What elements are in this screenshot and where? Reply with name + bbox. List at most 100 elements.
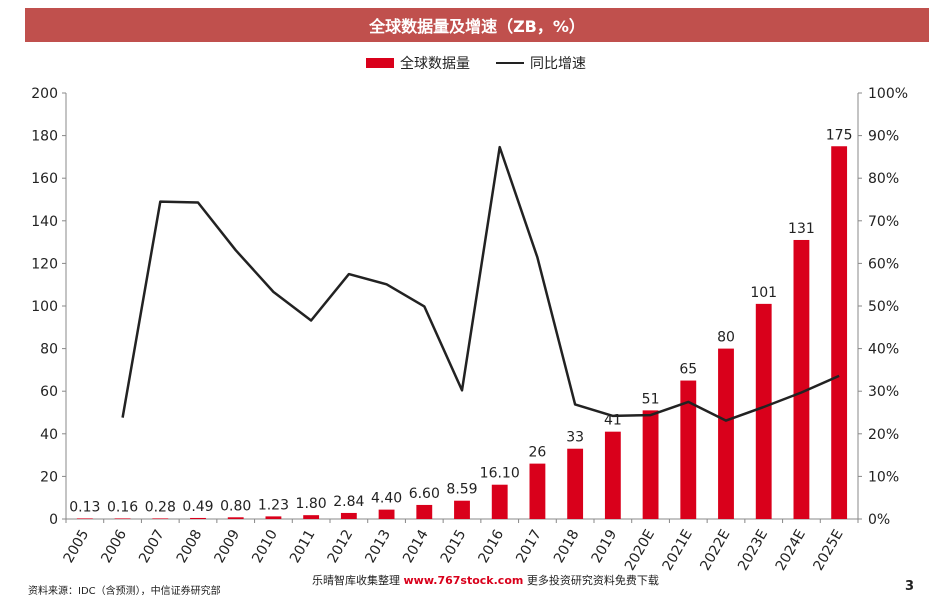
left-tick-label: 160 — [31, 171, 58, 187]
x-tick-label: 2014 — [400, 527, 432, 566]
watermark-prefix: 乐晴智库收集整理 — [312, 574, 404, 587]
bar-value-label: 0.16 — [107, 500, 138, 516]
left-tick-label: 20 — [40, 469, 58, 485]
left-tick-label: 80 — [40, 342, 58, 358]
left-tick-label: 100 — [31, 299, 58, 315]
watermark-suffix: 更多投资研究资料免费下载 — [523, 574, 659, 587]
bar-value-label: 131 — [788, 221, 815, 237]
bar-value-label: 0.28 — [145, 499, 176, 515]
x-tick-label: 2021E — [660, 527, 696, 574]
bar-value-label: 1.80 — [296, 496, 327, 512]
bar-value-label: 4.40 — [371, 491, 402, 507]
x-tick-label: 2019 — [589, 527, 621, 566]
legend-line-label: 同比增速 — [530, 56, 586, 72]
x-tick-label: 2016 — [476, 527, 508, 566]
right-tick-label: 40% — [868, 342, 899, 358]
bar — [491, 484, 508, 519]
x-tick-label: 2025E — [811, 527, 847, 574]
bar-value-label: 0.80 — [220, 498, 251, 514]
x-tick-label: 2005 — [61, 527, 93, 566]
bar — [567, 448, 584, 519]
right-tick-label: 0% — [868, 512, 890, 528]
bar — [265, 516, 282, 519]
bar-value-label: 51 — [642, 391, 660, 407]
bar — [76, 518, 93, 519]
bar — [190, 517, 206, 519]
x-tick-label: 2006 — [98, 527, 130, 566]
x-tick-label: 2013 — [362, 527, 394, 566]
bar — [340, 512, 357, 519]
bar — [114, 518, 131, 519]
bar — [642, 410, 659, 519]
bar-value-label: 2.84 — [333, 494, 364, 510]
bar-value-label: 33 — [566, 430, 584, 446]
watermark: 乐晴智库收集整理 www.767stock.com 更多投资研究资料免费下载 — [312, 572, 659, 588]
bar-value-label: 0.13 — [69, 500, 100, 516]
bar-value-label: 1.23 — [258, 497, 289, 513]
bar — [604, 431, 621, 519]
bar — [416, 504, 433, 519]
growth-line — [121, 145, 840, 422]
bar — [755, 303, 772, 519]
bar — [303, 515, 320, 519]
bar — [529, 463, 546, 519]
bar — [152, 518, 169, 519]
bar-value-label: 65 — [679, 362, 697, 378]
x-tick-label: 2010 — [249, 527, 281, 566]
legend-bar-swatch — [366, 58, 394, 68]
source-note: 资料来源：IDC（含预测），中信证券研究部 — [28, 586, 221, 597]
bar-value-label: 80 — [717, 330, 735, 346]
right-tick-label: 30% — [868, 384, 899, 400]
legend-bar-label: 全球数据量 — [400, 56, 470, 72]
bar — [680, 380, 697, 519]
left-tick-label: 60 — [40, 384, 58, 400]
right-tick-label: 100% — [868, 86, 908, 102]
x-tick-label: 2012 — [325, 527, 357, 566]
x-tick-label: 2011 — [287, 527, 319, 566]
legend-item-bar: 全球数据量 — [366, 53, 470, 73]
left-tick-label: 120 — [31, 256, 58, 272]
bar — [454, 500, 470, 519]
x-tick-label: 2007 — [136, 527, 168, 566]
bar-value-label: 175 — [826, 127, 853, 143]
bar — [378, 509, 395, 519]
x-tick-label: 2009 — [212, 527, 244, 566]
right-tick-label: 60% — [868, 256, 899, 272]
x-tick-label: 2018 — [551, 527, 583, 566]
x-tick-label: 2020E — [622, 527, 658, 574]
watermark-site: www.767stock.com — [403, 574, 524, 587]
bar — [227, 517, 244, 519]
bar-value-label: 101 — [750, 285, 777, 301]
legend-line-swatch — [496, 62, 524, 64]
x-tick-label: 2023E — [735, 527, 771, 574]
bar-value-label: 6.60 — [409, 486, 440, 502]
bar-value-label: 26 — [529, 445, 547, 461]
right-tick-label: 70% — [868, 214, 899, 230]
x-tick-label: 2017 — [513, 527, 545, 566]
page-number: 3 — [905, 579, 915, 594]
left-tick-label: 0 — [49, 512, 58, 528]
right-tick-label: 90% — [868, 129, 899, 145]
x-tick-label: 2022E — [697, 527, 733, 574]
left-tick-label: 40 — [40, 427, 58, 443]
chart-title-bar: 全球数据量及增速（ZB，%） — [25, 8, 929, 42]
right-tick-label: 10% — [868, 469, 899, 485]
bar-value-label: 8.59 — [446, 482, 477, 498]
x-tick-label: 2024E — [773, 527, 809, 574]
left-tick-label: 200 — [31, 86, 58, 102]
bar-value-label: 16.10 — [480, 466, 520, 482]
left-tick-label: 140 — [31, 214, 58, 230]
right-tick-label: 80% — [868, 171, 899, 187]
x-tick-label: 2008 — [174, 527, 206, 566]
bar — [831, 146, 848, 519]
right-tick-label: 50% — [868, 299, 899, 315]
legend: 全球数据量 同比增速 — [0, 52, 952, 74]
x-tick-label: 2015 — [438, 527, 470, 566]
bar-value-label: 0.49 — [182, 499, 213, 515]
left-tick-label: 180 — [31, 129, 58, 145]
legend-item-line: 同比增速 — [496, 53, 586, 73]
bar — [793, 239, 810, 519]
bar — [718, 348, 734, 519]
right-tick-label: 20% — [868, 427, 899, 443]
